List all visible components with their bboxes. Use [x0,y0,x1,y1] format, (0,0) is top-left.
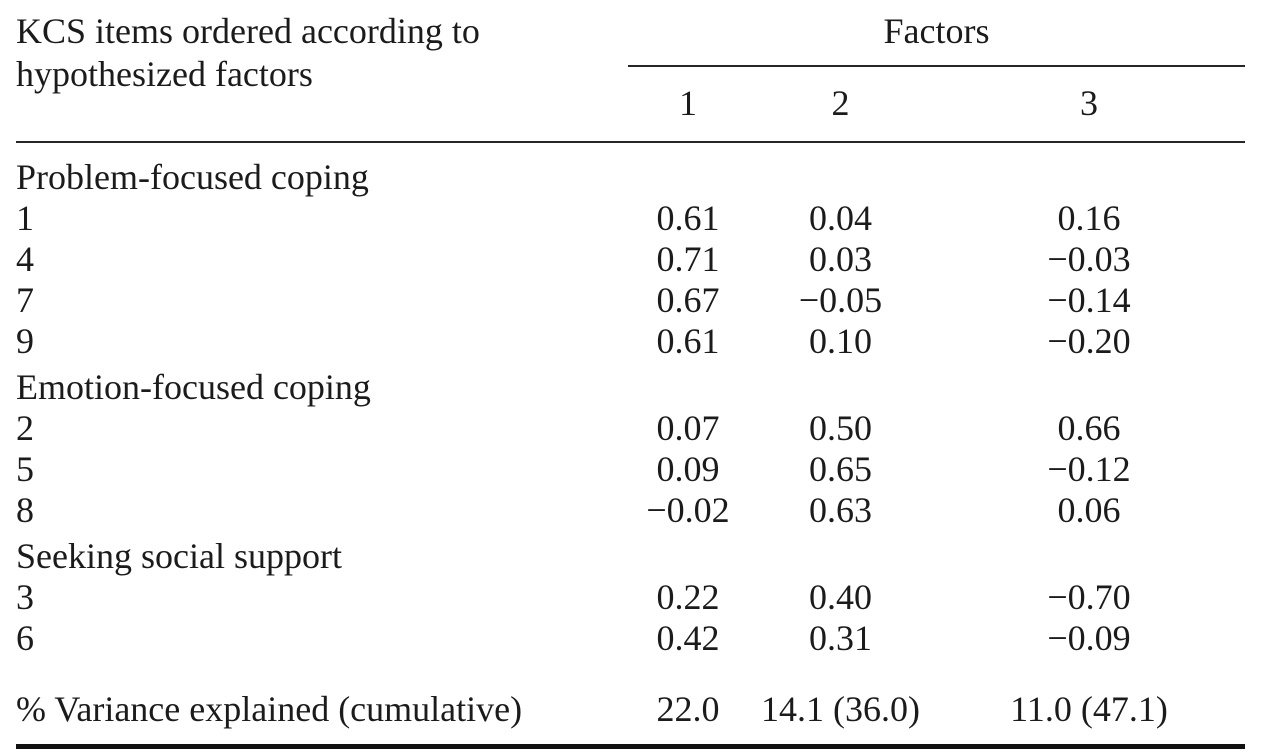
table-body: Problem-focused coping 1 0.61 0.04 0.16 4 0.71… [16,142,1245,659]
table-row: 7 0.67 −0.05 −0.14 [16,280,1245,321]
loading-value: −0.03 [1047,239,1131,280]
variance-value-factor-1: 22.0 [628,659,748,750]
loading-value: −0.09 [1047,618,1131,659]
loading-value: −0.02 [646,490,730,531]
item-number: 5 [16,449,34,490]
item-number: 2 [16,408,34,449]
variance-value-factor-3: 11.0 (47.1) [933,659,1245,750]
loading-value: −0.05 [798,280,883,321]
factor-1-column-header: 1 [628,66,748,144]
section-label: Problem-focused coping [16,157,369,198]
loading-value: 0.04 [809,198,872,239]
loading-value: 0.61 [656,198,720,239]
loading-value: 0.16 [1057,198,1121,239]
variance-value-factor-2: 14.1 (36.0) [748,659,933,750]
loading-value: −0.14 [1047,280,1131,321]
section-label: Seeking social support [16,536,342,577]
loading-value: 0.07 [656,408,720,449]
loading-value: 0.22 [656,577,720,618]
loading-value: 0.09 [656,449,720,490]
table-row: 2 0.07 0.50 0.66 [16,408,1245,449]
variance-row-label: % Variance explained (cumulative) [16,659,628,750]
factor-3-column-header: 3 [933,66,1245,144]
item-number: 9 [16,321,34,362]
section-row: Seeking social support [16,531,1245,577]
factor-2-column-header: 2 [748,66,933,144]
loading-value: 0.63 [809,490,872,531]
loading-value: 0.06 [1057,490,1121,531]
table-row: 3 0.22 0.40 −0.70 [16,577,1245,618]
stub-header: KCS items ordered according to hypothesi… [16,8,628,144]
loading-value: 0.03 [809,239,872,280]
table-row: 6 0.42 0.31 −0.09 [16,618,1245,659]
loading-value: −0.12 [1047,449,1131,490]
loading-value: −0.20 [1047,321,1131,362]
loading-value: 0.67 [656,280,720,321]
table-row: 8 −0.02 0.63 0.06 [16,490,1245,531]
loading-value: 0.31 [809,618,872,659]
section-row: Emotion-focused coping [16,362,1245,408]
table-row: 1 0.61 0.04 0.16 [16,198,1245,239]
item-number: 8 [16,490,34,531]
header-row-spanner: KCS items ordered according to hypothesi… [16,8,1245,144]
item-number: 3 [16,577,34,618]
loading-value: 0.65 [809,449,872,490]
loading-value: 0.40 [809,577,872,618]
item-number: 7 [16,280,34,321]
factor-loadings-table: KCS items ordered according to hypothesi… [16,8,1245,750]
loading-value: 0.66 [1057,408,1121,449]
variance-row: % Variance explained (cumulative) 22.0 1… [16,659,1245,750]
item-number: 6 [16,618,34,659]
loading-value: 0.50 [809,408,872,449]
section-row: Problem-focused coping [16,142,1245,198]
item-number: 1 [16,198,34,239]
factors-spanner-header: Factors [628,8,1245,68]
section-label: Emotion-focused coping [16,367,371,408]
loading-value: 0.42 [656,618,720,659]
table-row: 4 0.71 0.03 −0.03 [16,239,1245,280]
loading-value: 0.71 [656,239,720,280]
table-row: 5 0.09 0.65 −0.12 [16,449,1245,490]
loading-value: 0.61 [656,321,720,362]
loading-value: −0.70 [1047,577,1131,618]
header-row-columns: 1 2 3 [16,66,1245,144]
loading-value: 0.10 [809,321,872,362]
table-row: 9 0.61 0.10 −0.20 [16,321,1245,362]
item-number: 4 [16,239,34,280]
